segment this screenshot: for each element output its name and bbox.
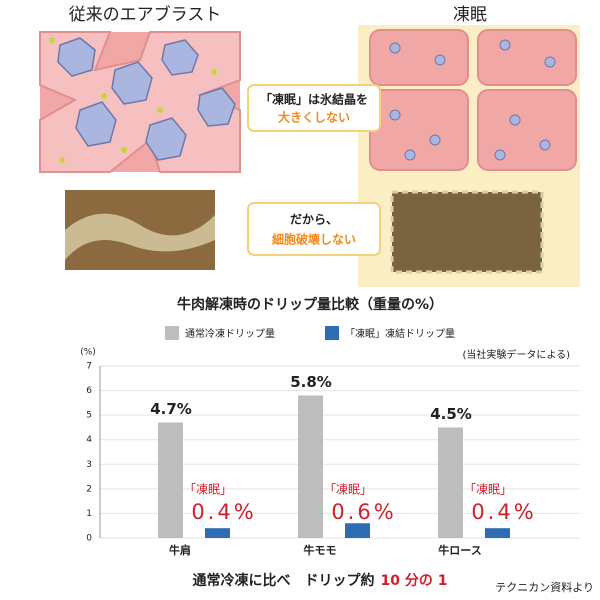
- source: テクニカン資料より: [495, 580, 594, 594]
- message-box: [247, 84, 381, 132]
- legend-label: 通常冷凍ドリップ量: [185, 327, 275, 340]
- legend-swatch: [165, 326, 179, 340]
- y-tick-label: 2: [86, 484, 92, 494]
- y-tick-label: 1: [86, 509, 92, 519]
- y-tick-label: 7: [86, 362, 92, 372]
- y-tick-label: 6: [86, 386, 92, 396]
- y-unit: (%): [80, 348, 96, 358]
- toumin-photo: [392, 192, 542, 272]
- message-box: [247, 202, 381, 256]
- small-crystals: [389, 39, 556, 161]
- legend-swatch: [325, 326, 339, 340]
- bar: [485, 528, 510, 538]
- value-label: 5.8%: [290, 373, 332, 391]
- chart-title: 牛肉解凍時のドリップ量比較（重量の%）: [177, 296, 443, 313]
- bar: [205, 528, 230, 538]
- y-tick-label: 3: [86, 460, 92, 470]
- photo-pattern: [390, 190, 544, 274]
- value-label: 0.6%: [331, 500, 396, 524]
- right-title: 凍眠: [453, 5, 487, 25]
- value-label: 4.7%: [150, 400, 192, 418]
- message-line: だから、: [290, 213, 338, 227]
- y-tick-label: 5: [86, 411, 92, 421]
- value-tag: 「凍眠」: [464, 483, 512, 497]
- value-tag: 「凍眠」: [324, 483, 372, 497]
- message-line: 「凍眠」は氷結晶を: [260, 92, 368, 107]
- x-tick-label: 牛ロース: [438, 543, 481, 557]
- legend-label: 「凍眠」凍結ドリップ量: [345, 327, 455, 340]
- left-title: 従来のエアブラスト: [69, 4, 222, 25]
- caption-highlight: 10 分の 1: [381, 573, 448, 589]
- illustrations: [39, 25, 580, 287]
- y-tick-label: 0: [86, 534, 92, 544]
- value-label: 0.4%: [191, 500, 256, 524]
- message-line: 大きくしない: [278, 110, 350, 125]
- value-label: 4.5%: [430, 405, 472, 423]
- bar: [345, 523, 370, 538]
- bar: [438, 427, 463, 538]
- photo-pattern: [65, 213, 215, 260]
- caption-text: 通常冷凍に比べ ドリップ約: [193, 572, 375, 589]
- x-tick-label: 牛肩: [169, 543, 191, 557]
- message-line: 細胞破壊しない: [272, 232, 356, 247]
- y-tick-label: 4: [86, 435, 92, 445]
- value-label: 0.4%: [471, 500, 536, 524]
- ice-crystals: [57, 37, 236, 161]
- x-tick-label: 牛モモ: [304, 543, 337, 557]
- caption: 通常冷凍に比べ ドリップ約 10 分の 1: [193, 572, 448, 589]
- value-tag: 「凍眠」: [184, 483, 232, 497]
- note: (当社実験データによる): [462, 348, 570, 361]
- drips: [49, 37, 217, 163]
- bar: [298, 395, 323, 538]
- bar: [158, 422, 183, 538]
